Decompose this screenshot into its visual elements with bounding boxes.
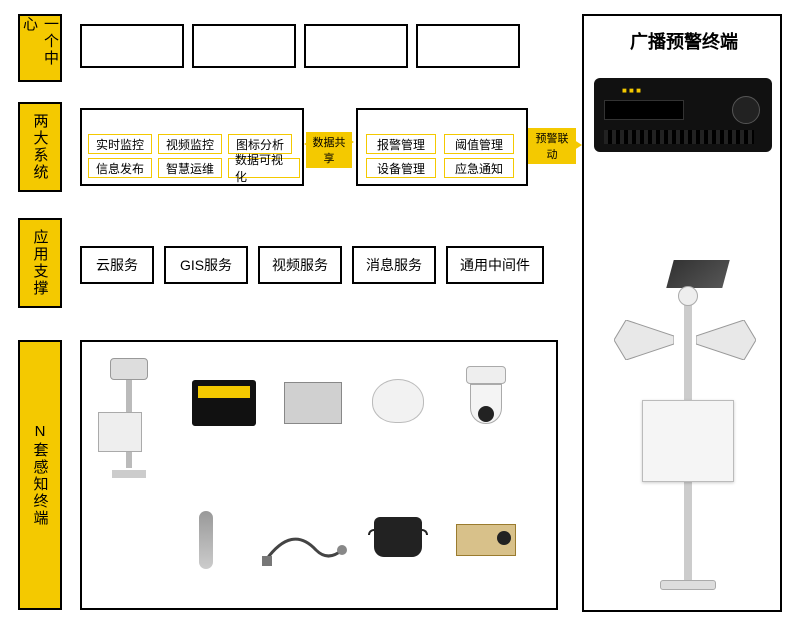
app-gis: GIS服务 bbox=[164, 246, 248, 284]
row3-label: 应用支撑 bbox=[18, 218, 62, 308]
tag-notify: 应急通知 bbox=[444, 158, 514, 178]
sensor-box bbox=[284, 382, 342, 424]
tag-ops: 智慧运维 bbox=[158, 158, 222, 178]
tag-alarm: 报警管理 bbox=[366, 134, 436, 154]
tag-viz: 数据可视化 bbox=[228, 158, 300, 178]
app-video: 视频服务 bbox=[258, 246, 342, 284]
warning-station bbox=[620, 260, 760, 590]
sensor-bucket bbox=[370, 512, 426, 562]
label-warning-link: 预警联动 bbox=[528, 128, 576, 164]
diagram-canvas: 广播预警终端 ■ ■ ■ 一个中心 两大系统 实时监控 bbox=[0, 0, 800, 630]
sensor-logger bbox=[192, 380, 256, 426]
app-msg: 消息服务 bbox=[352, 246, 436, 284]
tag-video: 视频监控 bbox=[158, 134, 222, 154]
row4-label: N套感知终端 bbox=[18, 340, 62, 610]
row1-slot-1 bbox=[80, 24, 184, 68]
sensor-cable bbox=[262, 520, 348, 570]
row1-label: 一个中心 bbox=[18, 14, 62, 82]
tag-thresh: 阈值管理 bbox=[444, 134, 514, 154]
right-panel-title: 广播预警终端 bbox=[600, 28, 768, 54]
app-cloud: 云服务 bbox=[80, 246, 154, 284]
sensor-probe bbox=[170, 510, 242, 570]
tag-realtime: 实时监控 bbox=[88, 134, 152, 154]
tag-publish: 信息发布 bbox=[88, 158, 152, 178]
row1-slot-2 bbox=[192, 24, 296, 68]
sensor-dome bbox=[370, 376, 426, 426]
label-data-share: 数据共享 bbox=[306, 132, 352, 168]
sensor-module bbox=[456, 524, 516, 556]
broadcast-device: ■ ■ ■ bbox=[594, 78, 772, 152]
row1-slot-4 bbox=[416, 24, 520, 68]
app-middle: 通用中间件 bbox=[446, 246, 544, 284]
row2-label: 两大系统 bbox=[18, 102, 62, 192]
sensor-ptz-camera bbox=[456, 366, 516, 436]
row1-slot-3 bbox=[304, 24, 408, 68]
tag-device: 设备管理 bbox=[366, 158, 436, 178]
sensor-weather-station bbox=[96, 358, 166, 478]
